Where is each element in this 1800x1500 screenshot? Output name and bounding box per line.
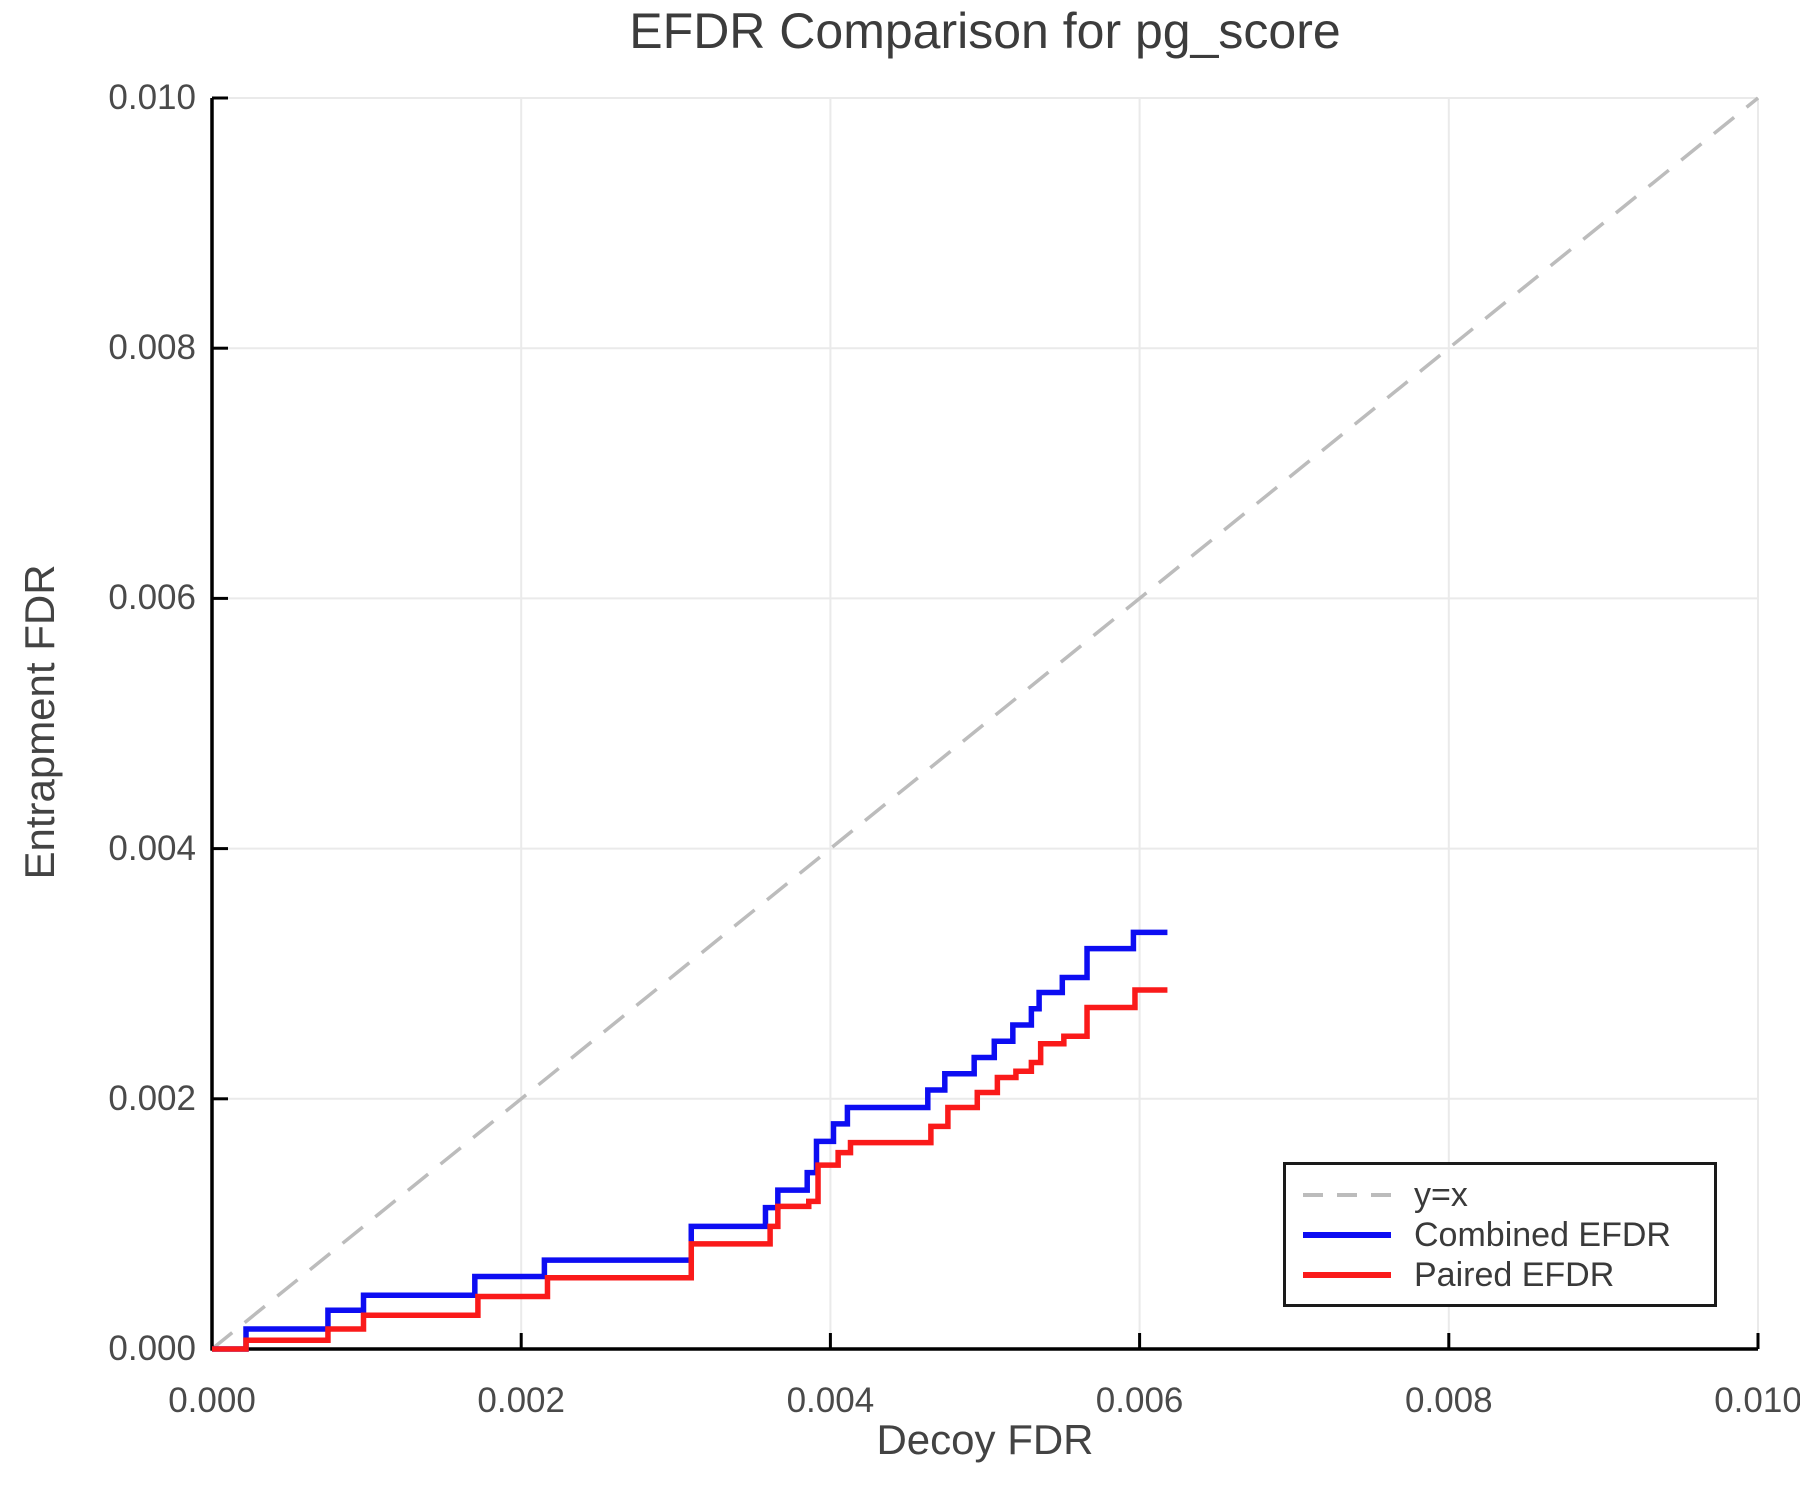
dashed-line-sample [1303, 1192, 1391, 1197]
legend-item-identity: y=x [1286, 1175, 1714, 1215]
x-axis-label: Decoy FDR [876, 1416, 1094, 1463]
x-tick-label: 0.004 [786, 1381, 875, 1420]
x-tick-label: 0.002 [477, 1381, 565, 1420]
y-tick-label: 0.000 [108, 1329, 196, 1368]
legend-item-paired: Paired EFDR [1286, 1255, 1714, 1295]
x-tick-label: 0.008 [1405, 1381, 1493, 1420]
paired-efdr-curve [212, 987, 1168, 1352]
identity-line [210, 96, 1760, 1351]
legend-label-combined: Combined EFDR [1414, 1215, 1671, 1254]
red-line-sample [1303, 1271, 1391, 1278]
x-tick-label: 0.010 [1714, 1381, 1800, 1420]
legend: y=x Combined EFDR Paired EFDR [1283, 1162, 1717, 1307]
chart-title: EFDR Comparison for pg_score [629, 3, 1341, 59]
combined-efdr-curve [212, 929, 1168, 1352]
y-tick-label: 0.008 [108, 328, 196, 368]
y-tick-label: 0.002 [108, 1078, 196, 1118]
legend-item-combined: Combined EFDR [1286, 1215, 1714, 1255]
x-tick-label: 0.006 [1095, 1381, 1184, 1420]
legend-label-identity: y=x [1414, 1175, 1468, 1214]
y-tick-label: 0.004 [108, 828, 196, 868]
y-tick-label: 0.010 [108, 78, 196, 117]
x-tick-label: 0.000 [168, 1381, 256, 1420]
blue-line-sample [1303, 1231, 1391, 1238]
y-tick-label: 0.006 [108, 578, 196, 618]
legend-label-paired: Paired EFDR [1414, 1255, 1615, 1294]
